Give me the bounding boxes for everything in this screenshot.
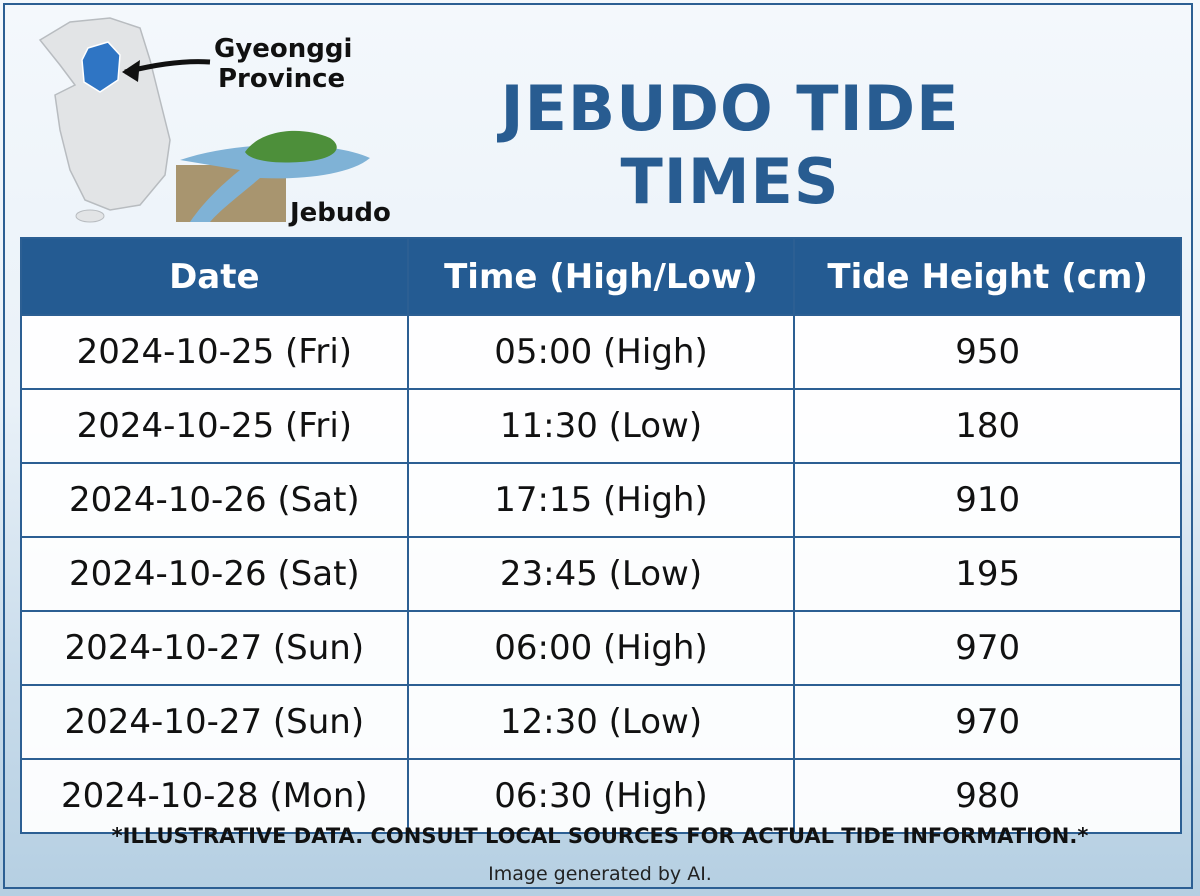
table-cell: 180 [793, 388, 1182, 464]
table-cell: 2024-10-26 (Sat) [20, 462, 409, 538]
table-cell: 06:30 (High) [406, 758, 796, 834]
table-cell: 2024-10-25 (Fri) [20, 314, 409, 390]
table-cell: 2024-10-27 (Sun) [20, 684, 409, 760]
gyeonggi-region [81, 41, 121, 93]
table-row: 2024-10-25 (Fri) 11:30 (Low) 180 [20, 388, 1182, 464]
table-cell: 06:00 (High) [406, 610, 796, 686]
table-cell: 23:45 (Low) [406, 536, 796, 612]
table-cell: 970 [793, 610, 1182, 686]
tide-table: Date Time (High/Low) Tide Height (cm) 2024-… [20, 237, 1182, 834]
table-cell: 2024-10-27 (Sun) [20, 610, 409, 686]
table-cell: 12:30 (Low) [406, 684, 796, 760]
table-cell: 950 [793, 314, 1182, 390]
frame [3, 3, 1193, 889]
table-cell: 17:15 (High) [406, 462, 796, 538]
island [245, 130, 337, 163]
header-row: Date Time (High/Low) Tide Height (cm) [20, 237, 1182, 316]
arrow-head [122, 60, 140, 82]
table-row: 2024-10-25 (Fri) 05:00 (High) 950 [20, 314, 1182, 390]
disclaimer: *ILLUSTRATIVE DATA. CONSULT LOCAL SOURCE… [111, 824, 1089, 848]
map-label: Gyeonggi [214, 34, 353, 64]
credit: Image generated by AI. [488, 863, 712, 885]
jeju [75, 209, 105, 223]
map-illustration [38, 17, 370, 223]
map-label: Province [218, 64, 346, 94]
table-cell: 05:00 (High) [406, 314, 796, 390]
column-header: Tide Height (cm) [793, 237, 1182, 316]
table-cell: 980 [793, 758, 1182, 834]
map-label: Jebudo [290, 198, 391, 228]
table-row: 2024-10-27 (Sun) 06:00 (High) 970 [20, 610, 1182, 686]
title: JEBUDO TIDE TIMES [500, 72, 960, 218]
table-cell: 2024-10-25 (Fri) [20, 388, 409, 464]
table-row: 2024-10-28 (Mon) 06:30 (High) 980 [20, 758, 1182, 834]
table-cell: 970 [793, 684, 1182, 760]
column-header: Date [20, 237, 409, 316]
table-cell: 910 [793, 462, 1182, 538]
table-cell: 195 [793, 536, 1182, 612]
column-header: Time (High/Low) [406, 237, 796, 316]
table-cell: 2024-10-26 (Sat) [20, 536, 409, 612]
table-cell: 2024-10-28 (Mon) [20, 758, 409, 834]
sea [180, 144, 370, 222]
table-row: 2024-10-26 (Sat) 17:15 (High) 910 [20, 462, 1182, 538]
table-row: 2024-10-27 (Sun) 12:30 (Low) 970 [20, 684, 1182, 760]
table-row: 2024-10-26 (Sat) 23:45 (Low) 195 [20, 536, 1182, 612]
table-cell: 11:30 (Low) [406, 388, 796, 464]
